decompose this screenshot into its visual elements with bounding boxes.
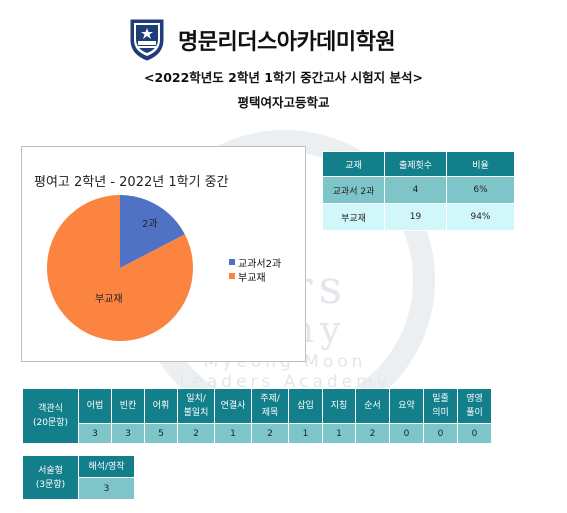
header-ratio: 비율 (446, 151, 515, 177)
academy-shield-logo (128, 16, 166, 62)
objective-column-value: 2 (355, 423, 390, 444)
cell-source: 교과서 2과 (322, 176, 385, 204)
objective-column-value: 0 (423, 423, 458, 444)
objective-column-header: 영영 풀이 (457, 388, 492, 424)
legend-item: 부교재 (229, 269, 281, 284)
legend-swatch (229, 259, 235, 265)
objective-column-value: 1 (288, 423, 323, 444)
objective-column-header: 빈칸 (111, 388, 145, 424)
legend-swatch (229, 273, 235, 279)
objective-column-header: 어휘 (144, 388, 178, 424)
objective-column-header: 연결사 (214, 388, 252, 424)
report-subtitle: <2022학년도 2학년 1학기 중간고사 시험지 분석> (144, 70, 423, 85)
objective-column-header: 요약 (389, 388, 424, 424)
header-count: 출제횟수 (384, 151, 447, 177)
objective-column-value: 1 (214, 423, 252, 444)
chart-title: 평여고 2학년 - 2022년 1학기 중간 (34, 175, 229, 190)
objective-column-header: 일치/불일치 (177, 388, 215, 424)
objective-column-header: 순서 (355, 388, 390, 424)
pie-slice-label: 부교재 (95, 293, 123, 305)
legend-item: 교과서2과 (229, 255, 282, 270)
school-name: 평택여자고등학교 (237, 95, 330, 110)
pie-slice-label: 2과 (142, 218, 158, 230)
objective-column-value: 2 (177, 423, 215, 444)
objective-column-value: 5 (144, 423, 178, 444)
source-summary-table: 교재 출제횟수 비율 교과서 2과 4 6% 부교재 19 94% (322, 151, 515, 231)
objective-column-value: 2 (251, 423, 289, 444)
objective-column-value: 0 (389, 423, 424, 444)
essay-label: 서술형 (38, 465, 63, 476)
pie-slice (120, 195, 185, 268)
page-title: 명문리더스아카데미학원 (178, 30, 396, 55)
table-row: 부교재 19 94% (322, 203, 515, 231)
objective-column-header: 지칭 (322, 388, 356, 424)
essay-label-cell: 서술형 (3문항) (22, 455, 79, 500)
essay-count: (3문항) (35, 479, 66, 490)
cell-source: 부교재 (322, 203, 385, 231)
objective-breakdown-table: 객관식 (20문항) 어법 빈칸 어휘 일치/불일치 연결사 주제/제목 삽입 지칭 순서 요약 밑… (22, 388, 492, 444)
objective-column-value: 1 (322, 423, 356, 444)
essay-column-header: 해석/영작 (78, 455, 135, 478)
pie-slice (47, 195, 193, 341)
objective-label: 객관식 (38, 404, 63, 414)
cell-ratio: 6% (446, 176, 515, 204)
objective-column-value: 3 (111, 423, 145, 444)
table-row: 교과서 2과 4 6% (322, 176, 515, 204)
objective-column-header: 주제/제목 (251, 388, 289, 424)
objective-column-header: 밑줄 의미 (423, 388, 458, 424)
essay-breakdown-table: 서술형 (3문항) 해석/영작 3 (22, 455, 135, 500)
objective-column-header: 삽입 (288, 388, 323, 424)
objective-count: (20문항) (32, 418, 69, 428)
legend-label: 부교재 (238, 272, 266, 284)
legend-label: 교과서2과 (238, 258, 282, 270)
objective-column-value: 0 (457, 423, 492, 444)
cell-count: 19 (384, 203, 447, 231)
cell-count: 4 (384, 176, 447, 204)
header-source: 교재 (322, 151, 385, 177)
objective-column-value: 3 (78, 423, 112, 444)
cell-ratio: 94% (446, 203, 515, 231)
objective-column-header: 어법 (78, 388, 112, 424)
essay-column-value: 3 (78, 477, 135, 500)
objective-label-cell: 객관식 (20문항) (22, 388, 79, 444)
